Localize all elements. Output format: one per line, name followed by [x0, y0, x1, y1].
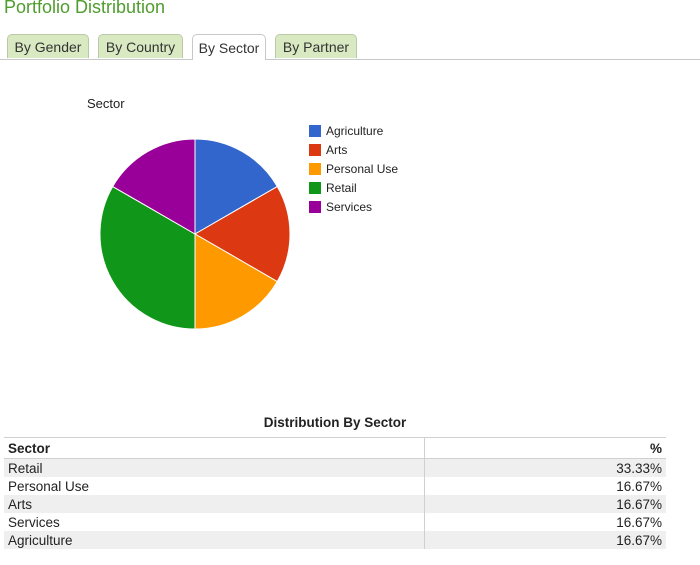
table-cell-percent: 16.67% — [424, 531, 666, 549]
table-title: Distribution By Sector — [263, 415, 407, 430]
legend-swatch — [309, 163, 321, 175]
table-cell-sector: Arts — [4, 495, 425, 513]
table-cell-percent: 16.67% — [616, 478, 662, 494]
table-row: Arts 16.67% — [4, 495, 666, 513]
table-row: Retail 33.33% — [4, 458, 666, 477]
pie-slice-retail[interactable] — [99, 185, 196, 330]
table-row: Services 16.67% — [4, 513, 666, 531]
table-cell-sector: Personal Use — [4, 477, 425, 495]
table-cell-percent: 16.67% — [424, 495, 666, 513]
legend-label[interactable]: Personal Use — [326, 162, 398, 176]
table-cell-sector: Services — [4, 513, 425, 531]
pie-slice-arts[interactable] — [194, 185, 291, 283]
legend-label[interactable]: Arts — [326, 143, 347, 157]
legend-label[interactable]: Agriculture — [326, 124, 384, 138]
chart-legend: Agriculture Arts Personal Use Retail Service… — [309, 124, 398, 214]
legend-swatch — [309, 125, 321, 137]
legend-swatch — [309, 182, 321, 194]
table-cell-sector: Retail — [4, 458, 425, 477]
table-header-row: Sector % — [4, 437, 666, 459]
pie-slices — [99, 138, 291, 330]
table-row: Agriculture 16.67% — [4, 531, 666, 549]
pie-slice-services[interactable] — [112, 138, 196, 235]
legend-label[interactable]: Retail — [326, 181, 357, 195]
page-title: Portfolio Distribution — [4, 0, 166, 17]
legend-swatch — [309, 144, 321, 156]
legend-swatch — [309, 201, 321, 213]
tab-by-country[interactable]: By Country — [98, 34, 183, 58]
sector-pie-chart: Sector Agriculture Arts Personal Use Retail… — [87, 96, 398, 330]
chart-title: Sector — [87, 96, 125, 111]
tab-by-partner[interactable]: By Partner — [275, 34, 357, 58]
table-row: Personal Use 16.67% — [4, 477, 666, 495]
pie-slice-agriculture[interactable] — [194, 138, 278, 235]
distribution-table: Sector % Retail 33.33% Personal Use 16.6… — [4, 437, 666, 549]
column-header-sector[interactable]: Sector — [4, 437, 425, 459]
table-cell-percent: 16.67% — [616, 514, 662, 530]
table-cell-sector: Agriculture — [4, 531, 425, 549]
table-cell-percent: 33.33% — [424, 458, 666, 477]
pie-slice-personal-use[interactable] — [194, 233, 278, 330]
tab-bar: By Gender By Country By Sector By Partne… — [0, 34, 700, 60]
tab-by-gender[interactable]: By Gender — [7, 34, 89, 58]
tab-by-sector[interactable]: By Sector — [192, 34, 266, 60]
legend-label[interactable]: Services — [326, 200, 372, 214]
column-header-percent[interactable]: % — [424, 437, 666, 459]
